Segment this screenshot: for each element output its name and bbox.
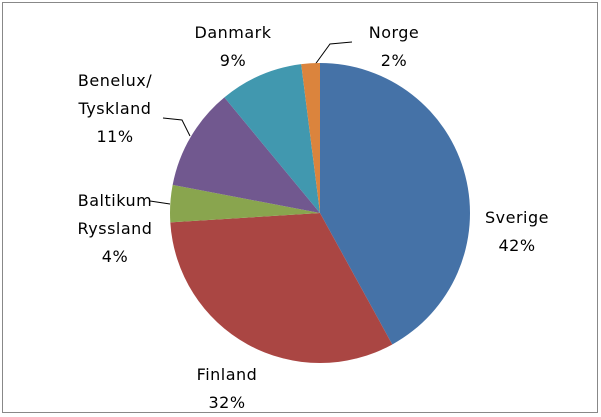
pie-slice	[172, 97, 320, 213]
slice-label: Benelux/ Tyskland	[77, 71, 153, 118]
slice-value-label: 2%	[380, 51, 408, 70]
slice-label: Finland	[196, 365, 258, 384]
slice-value-label: 11%	[96, 127, 134, 146]
pie-slice	[301, 63, 320, 213]
pie-slice	[170, 213, 393, 364]
slice-label: Sverige	[485, 208, 549, 227]
slice-value-label: 9%	[219, 51, 247, 70]
leader-line	[162, 117, 191, 137]
pie-slice	[320, 63, 470, 345]
slice-value-label: 4%	[101, 247, 129, 266]
slice-label: Baltikum Ryssland	[77, 191, 153, 238]
pie-slice	[169, 184, 320, 223]
slice-value-label: 32%	[208, 393, 246, 412]
pie-slice	[224, 64, 320, 213]
slice-label: Danmark	[194, 23, 272, 42]
leader-line	[313, 41, 353, 67]
leader-line	[149, 200, 171, 205]
slice-value-label: 42%	[498, 236, 536, 255]
slice-label: Norge	[368, 23, 420, 42]
